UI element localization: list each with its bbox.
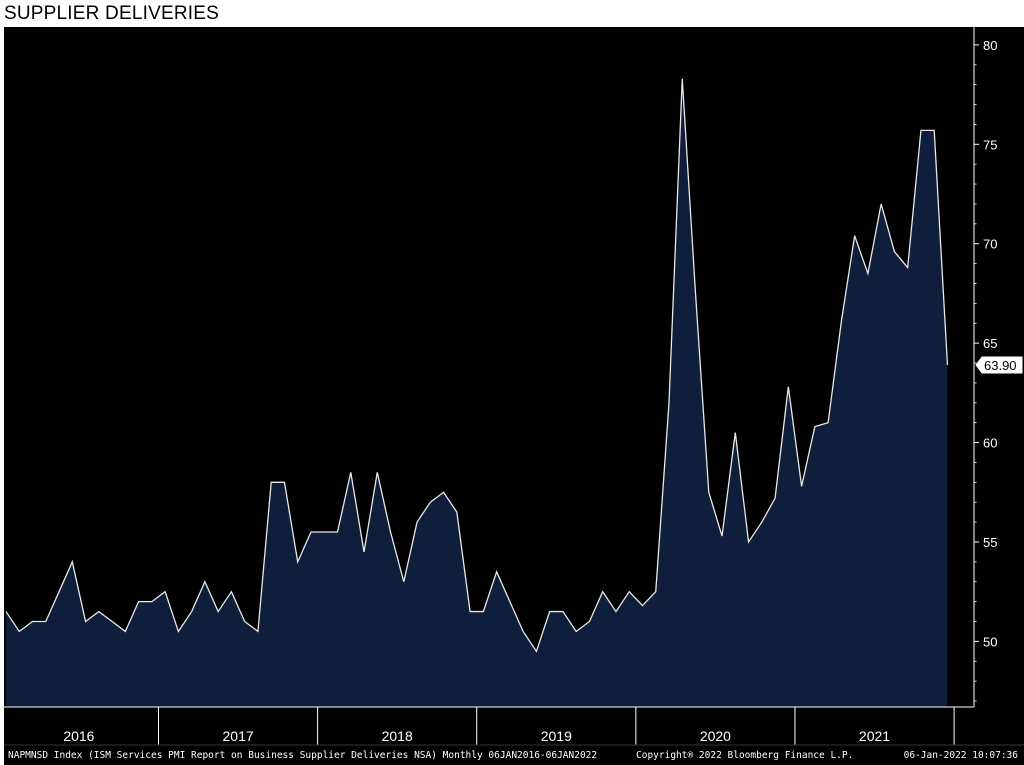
y-tick-label: 50 xyxy=(983,634,997,649)
y-tick-label: 70 xyxy=(983,237,997,252)
series-area xyxy=(6,78,948,707)
x-tick-label: 2020 xyxy=(700,728,731,744)
chart-svg: 50 55 60 65 70 75 80 63.90 2016 2017 2018 2019 2020… xyxy=(4,27,1024,761)
x-tick-label: 2016 xyxy=(63,728,94,744)
page-title: SUPPLIER DELIVERIES xyxy=(4,3,219,24)
plot-layer xyxy=(5,78,949,707)
last-value-badge: 63.90 xyxy=(975,356,1023,374)
footer-source: NAPMNSD Index (ISM Services PMI Report o… xyxy=(8,750,597,761)
footer-timestamp: 06-Jan-2022 10:07:36 xyxy=(904,750,1019,761)
y-tick-label: 60 xyxy=(983,436,997,451)
y-tick-label: 55 xyxy=(983,535,997,550)
x-tick-label: 2021 xyxy=(859,728,890,744)
x-axis: 2016 2017 2018 2019 2020 2021 xyxy=(4,706,1024,746)
y-tick-label: 80 xyxy=(983,38,997,53)
y-tick-label: 65 xyxy=(983,336,997,351)
x-tick-label: 2018 xyxy=(382,728,413,744)
y-tick-label: 75 xyxy=(983,137,997,152)
footer: NAPMNSD Index (ISM Services PMI Report o… xyxy=(8,750,1018,761)
last-value-label: 63.90 xyxy=(984,358,1017,373)
y-axis: 50 55 60 65 70 75 80 63.90 xyxy=(973,27,1023,707)
last-value-badge-bg xyxy=(975,356,1023,374)
x-tick-label: 2017 xyxy=(223,728,254,744)
series-line xyxy=(5,78,949,653)
chart-area: 50 55 60 65 70 75 80 63.90 2016 2017 2018 2019 2020… xyxy=(4,27,1024,765)
footer-copyright: Copyright® 2022 Bloomberg Finance L.P. xyxy=(636,750,853,761)
x-tick-label: 2019 xyxy=(541,728,572,744)
